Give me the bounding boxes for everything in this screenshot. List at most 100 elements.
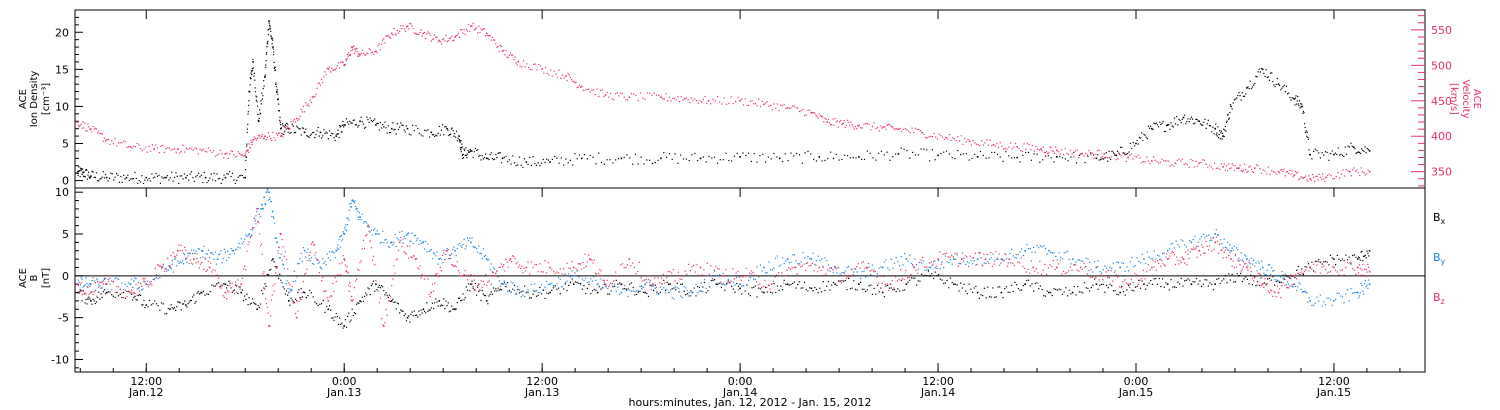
- by-point: [1070, 263, 1072, 265]
- density-point: [462, 153, 464, 156]
- bx-point: [831, 284, 833, 286]
- velocity-point: [341, 61, 343, 63]
- bx-point: [1068, 289, 1070, 291]
- density-point: [1115, 154, 1118, 157]
- bz-point: [1318, 261, 1320, 263]
- velocity-point: [1272, 171, 1275, 173]
- density-point: [1230, 105, 1232, 108]
- bx-point: [849, 288, 851, 290]
- bz-point: [698, 274, 700, 276]
- velocity-point: [1016, 146, 1019, 148]
- by-point: [703, 279, 706, 281]
- bx-point: [456, 301, 458, 304]
- bx-point: [240, 291, 243, 294]
- bz-point: [662, 273, 664, 275]
- bz-point: [869, 270, 871, 272]
- bx-point: [227, 284, 229, 287]
- velocity-point: [104, 140, 107, 142]
- bz-point: [431, 283, 434, 285]
- bx-point: [534, 290, 536, 292]
- by-point: [212, 253, 214, 255]
- by-point: [306, 251, 308, 253]
- bz-point: [345, 271, 347, 273]
- bz-point: [650, 289, 652, 291]
- bz-point: [253, 227, 255, 229]
- bx-point: [859, 281, 862, 283]
- by-point: [255, 223, 257, 225]
- velocity-point: [129, 146, 132, 148]
- density-point: [1273, 84, 1275, 86]
- bx-point: [612, 286, 614, 288]
- bx-point: [1039, 285, 1042, 287]
- by-point: [318, 261, 320, 263]
- bz-point: [1151, 266, 1153, 269]
- bx-point: [1348, 256, 1350, 258]
- density-point: [457, 137, 459, 139]
- bz-point: [1260, 285, 1263, 287]
- velocity-point: [521, 66, 523, 68]
- density-point: [209, 177, 211, 179]
- density-point: [1289, 96, 1291, 99]
- bz-point: [185, 249, 187, 251]
- density-point: [804, 152, 806, 154]
- velocity-point: [76, 121, 79, 123]
- bx-point: [150, 304, 152, 306]
- density-point: [371, 120, 374, 123]
- velocity-point: [756, 105, 758, 107]
- density-point: [838, 159, 840, 161]
- by-point: [965, 263, 967, 265]
- bz-point: [332, 282, 334, 285]
- bx-point: [990, 296, 992, 298]
- bx-point: [85, 298, 87, 301]
- velocity-point: [93, 128, 95, 130]
- bz-point: [1177, 259, 1179, 261]
- bz-point: [491, 271, 493, 273]
- by-point: [203, 245, 205, 247]
- bx-point: [231, 291, 233, 294]
- bx-point: [1201, 285, 1203, 287]
- velocity-point: [1091, 152, 1094, 154]
- bz-point: [1281, 285, 1283, 287]
- bz-point: [1090, 276, 1092, 278]
- by-point: [446, 247, 448, 250]
- bx-point: [144, 307, 146, 309]
- bz-point: [319, 275, 322, 277]
- density-point: [835, 153, 837, 155]
- bz-point: [219, 286, 221, 288]
- density-point: [1255, 75, 1257, 78]
- bz-point: [1037, 272, 1039, 274]
- density-point: [323, 129, 325, 131]
- by-point: [1049, 251, 1052, 254]
- by-point: [384, 239, 386, 241]
- by-point: [848, 266, 850, 268]
- velocity-point: [781, 105, 784, 107]
- bz-point: [93, 291, 95, 293]
- density-point: [120, 175, 122, 178]
- bx-point: [1314, 260, 1316, 263]
- by-point: [166, 270, 168, 272]
- bz-point: [1078, 270, 1080, 272]
- bx-point: [312, 296, 314, 298]
- velocity-point: [947, 138, 949, 140]
- bx-point: [1363, 255, 1365, 257]
- velocity-point: [260, 137, 262, 139]
- bx-point: [873, 287, 875, 290]
- by-point: [651, 284, 653, 286]
- bz-point: [1073, 264, 1075, 266]
- velocity-point: [522, 60, 525, 62]
- density-point: [466, 153, 469, 155]
- bx-point: [695, 295, 697, 297]
- bx-point: [1060, 288, 1062, 291]
- bz-point: [377, 290, 379, 292]
- by-point: [280, 253, 282, 255]
- density-point: [954, 157, 956, 160]
- density-point: [204, 176, 207, 179]
- density-point: [1362, 149, 1364, 151]
- bz-point: [777, 272, 780, 274]
- velocity-point: [569, 76, 572, 79]
- velocity-point: [333, 69, 335, 71]
- by-point: [397, 239, 400, 241]
- by-point: [812, 252, 814, 254]
- density-point: [1064, 158, 1066, 160]
- bx-point: [429, 309, 431, 311]
